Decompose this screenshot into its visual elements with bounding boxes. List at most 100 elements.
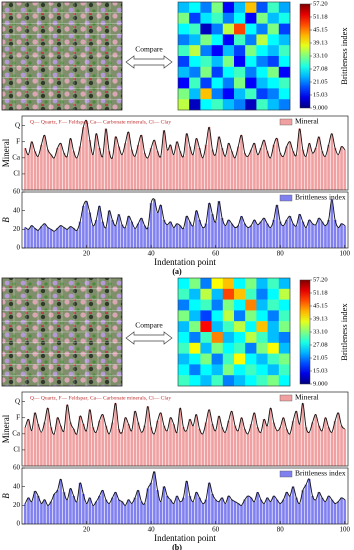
bar (240, 417, 243, 467)
bar (272, 219, 276, 249)
bar (43, 499, 46, 525)
bar (156, 420, 159, 467)
heatmap-cell (222, 34, 235, 46)
legend-swatch (279, 118, 293, 126)
bar (172, 154, 176, 191)
heatmap-cell (267, 34, 279, 46)
bar (65, 156, 69, 191)
heatmap-cell (234, 2, 246, 13)
bar (104, 227, 108, 249)
colorbar-label: Brittleness index (339, 27, 349, 85)
heatmap-cell (222, 77, 235, 89)
colorbar (299, 279, 311, 385)
bar (114, 225, 117, 249)
x-tick-label: 100 (340, 526, 351, 534)
bar (49, 229, 53, 249)
heatmap-cell (178, 342, 190, 354)
legend-swatch (279, 470, 293, 478)
bar (162, 219, 166, 249)
bar (146, 157, 150, 191)
heatmap-cell (200, 99, 212, 111)
bar (314, 224, 318, 249)
heatmap-cell (211, 342, 223, 354)
bar (311, 422, 314, 467)
heatmap-cell (200, 77, 212, 89)
bar (85, 430, 88, 467)
heatmap-cell (211, 12, 223, 24)
bar (46, 227, 50, 249)
bar (165, 495, 169, 525)
bar (246, 227, 250, 249)
heatmap-cell (256, 278, 268, 289)
heatmap-cell (178, 299, 190, 311)
heatmap-cell (211, 56, 223, 67)
colorbar-tick-label: 39.13 (313, 39, 328, 46)
bar (72, 151, 75, 191)
y-tick-label: 0 (17, 244, 21, 252)
bar (98, 420, 101, 467)
bar (78, 416, 82, 467)
heatmap-cell (278, 364, 291, 376)
annotation: Q— Quartz, F— Feldspar, Ca— Carbonate mi… (30, 119, 171, 125)
bar (198, 497, 201, 525)
bar (343, 428, 347, 467)
heatmap-cell (211, 99, 223, 111)
bar (172, 424, 176, 467)
heatmap-cell (222, 364, 235, 376)
heatmap-cell (200, 12, 212, 24)
bar (165, 224, 169, 249)
bar (85, 503, 88, 525)
heatmap-cell (200, 2, 212, 13)
bar (314, 414, 318, 467)
bar (236, 225, 240, 249)
heatmap-frame (177, 277, 291, 387)
bar (285, 428, 288, 467)
bar (288, 141, 292, 191)
bar (82, 127, 85, 191)
colorbar-tick-label: 15.03 (313, 367, 328, 374)
bar (104, 425, 108, 467)
bar (220, 497, 224, 525)
heatmap-cell (245, 34, 257, 46)
bar (269, 501, 272, 525)
trend-line (24, 119, 346, 159)
heatmap-cell (200, 56, 212, 67)
bar (311, 495, 314, 525)
heatmap-cell (267, 375, 279, 387)
x-axis-label: Indentation point (154, 257, 216, 267)
bar (211, 214, 214, 249)
bar (175, 432, 179, 467)
heatmap-cell (222, 299, 235, 311)
bar (191, 225, 195, 249)
heatmap-cell (278, 278, 291, 289)
bar (56, 417, 59, 467)
heatmap-cell (234, 34, 246, 46)
bar (304, 227, 308, 249)
bar (153, 140, 156, 191)
bar (298, 214, 301, 249)
heatmap-cell (211, 321, 223, 333)
bar (288, 216, 292, 249)
bar (114, 492, 117, 525)
bar (301, 149, 305, 191)
heatmap-cell (234, 342, 246, 354)
bar (275, 499, 279, 525)
heatmap-cell (211, 353, 223, 365)
colorbar-tick-label: 45.15 (313, 26, 328, 33)
bar (327, 144, 330, 191)
x-tick-label: 80 (277, 526, 285, 534)
heatmap-cell (178, 332, 190, 343)
heatmap-cell (234, 45, 246, 57)
bar (188, 495, 192, 525)
heatmap-cell (245, 299, 257, 311)
bar (337, 501, 340, 525)
bar (233, 425, 237, 467)
bar (343, 225, 347, 249)
bar (123, 227, 127, 249)
bar (214, 221, 217, 249)
bar (269, 157, 272, 191)
bar (265, 497, 269, 525)
heatmap-cell (256, 66, 268, 78)
bar (175, 141, 179, 191)
bar (159, 156, 163, 191)
